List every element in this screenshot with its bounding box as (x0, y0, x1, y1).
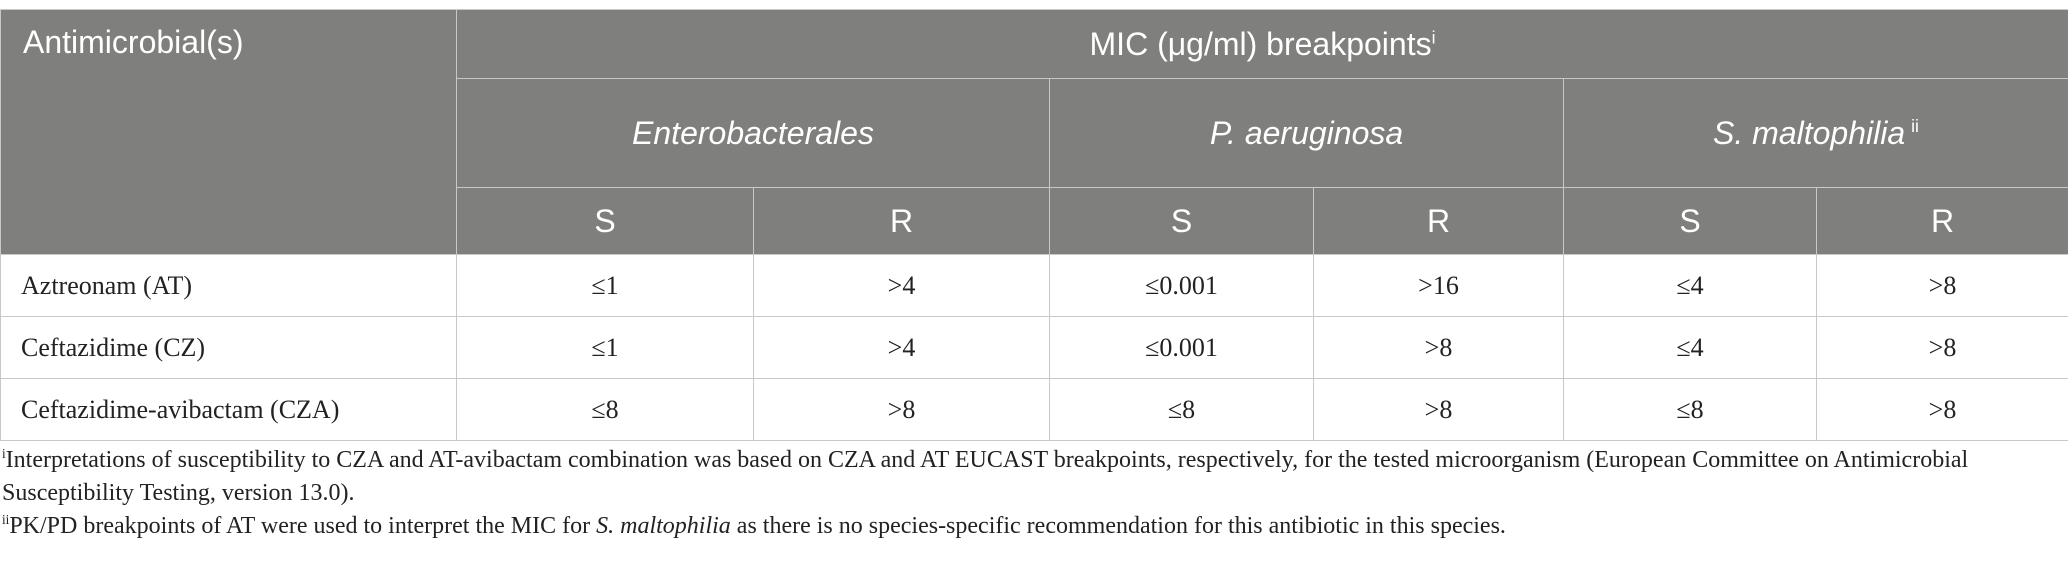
mic-value-cell: ≤4 (1563, 316, 1817, 379)
mic-value-cell: >4 (753, 254, 1050, 317)
organism-header-enterobacterales: Enterobacterales (456, 78, 1050, 188)
sr-header-r: R (1815, 187, 2068, 255)
mic-value-cell: >4 (753, 316, 1050, 379)
organism-name: Enterobacterales (632, 114, 874, 151)
footnote-text: Interpretations of susceptibility to CZA… (2, 447, 1969, 506)
footnote-text: as there is no species-specific recommen… (730, 513, 1506, 539)
footnote-marker: ii (2, 512, 10, 527)
mic-breakpoints-table: Antimicrobial(s) MIC (μg/ml) breakpoints… (0, 9, 2068, 441)
footnote-marker: i (1431, 26, 1436, 47)
mic-value-cell: ≤8 (1563, 378, 1817, 441)
drug-name-cell: Aztreonam (AT) (0, 254, 457, 317)
mic-value-cell: >8 (1815, 316, 2068, 379)
organism-header-p-aeruginosa: P. aeruginosa (1049, 78, 1564, 188)
mic-value-cell: >8 (1313, 316, 1564, 379)
footnote-2: iiPK/PD breakpoints of AT were used to i… (2, 510, 2064, 543)
mic-value-cell: >8 (1815, 378, 2068, 441)
organism-name: S. maltophilia (1713, 114, 1906, 151)
antimicrobials-header: Antimicrobial(s) (0, 9, 457, 255)
footnote-marker: ii (1911, 115, 1919, 136)
sr-header-s: S (1563, 187, 1817, 255)
header-row-sr: S R S R S R (1, 187, 2068, 255)
header-row-group: Antimicrobial(s) MIC (μg/ml) breakpoints… (0, 9, 2068, 255)
mic-value-cell: ≤0.001 (1049, 316, 1314, 379)
mic-value-cell: >8 (1815, 254, 2068, 317)
sr-header-s: S (456, 187, 754, 255)
mic-value-cell: ≤8 (1049, 378, 1314, 441)
sr-header-r: R (753, 187, 1050, 255)
footnote-text: PK/PD breakpoints of AT were used to int… (9, 513, 597, 539)
mic-value-cell: ≤1 (456, 316, 754, 379)
drug-name-cell: Ceftazidime-avibactam (CZA) (0, 378, 457, 441)
footnote-organism: S. maltophilia (596, 513, 731, 539)
footnote-marker: i (2, 446, 6, 461)
table-body: Aztreonam (AT) ≤1 >4 ≤0.001 >16 ≤4 >8 Ce… (0, 254, 2068, 441)
drug-name-cell: Ceftazidime (CZ) (0, 316, 457, 379)
table-row: Aztreonam (AT) ≤1 >4 ≤0.001 >16 ≤4 >8 (0, 254, 2068, 317)
table-row: Ceftazidime (CZ) ≤1 >4 ≤0.001 >8 ≤4 >8 (0, 316, 2068, 379)
sr-header-s: S (1049, 187, 1314, 255)
header-row-organisms: Enterobacterales P. aeruginosa S. maltop… (1, 78, 2068, 188)
table-header: Antimicrobial(s) MIC (μg/ml) breakpoints… (0, 9, 2068, 255)
mic-value-cell: ≤8 (456, 378, 754, 441)
mic-value-cell: >16 (1313, 254, 1564, 317)
organism-header-s-maltophilia: S. maltophilia ii (1562, 78, 2068, 188)
organism-name: P. aeruginosa (1209, 114, 1404, 151)
mic-value-cell: >8 (753, 378, 1050, 441)
mic-breakpoints-header: MIC (μg/ml) breakpointsi (455, 9, 2068, 79)
mic-value-cell: ≤0.001 (1049, 254, 1314, 317)
sr-header-r: R (1313, 187, 1564, 255)
mic-value-cell: ≤4 (1563, 254, 1817, 317)
mic-value-cell: >8 (1313, 378, 1564, 441)
mic-value-cell: ≤1 (456, 254, 754, 317)
table-row: Ceftazidime-avibactam (CZA) ≤8 >8 ≤8 >8 … (0, 378, 2068, 441)
table-footnotes: iInterpretations of susceptibility to CZ… (2, 444, 2064, 543)
mic-breakpoints-title: MIC (μg/ml) breakpoints (1089, 25, 1432, 62)
footnote-1: iInterpretations of susceptibility to CZ… (2, 444, 2064, 510)
